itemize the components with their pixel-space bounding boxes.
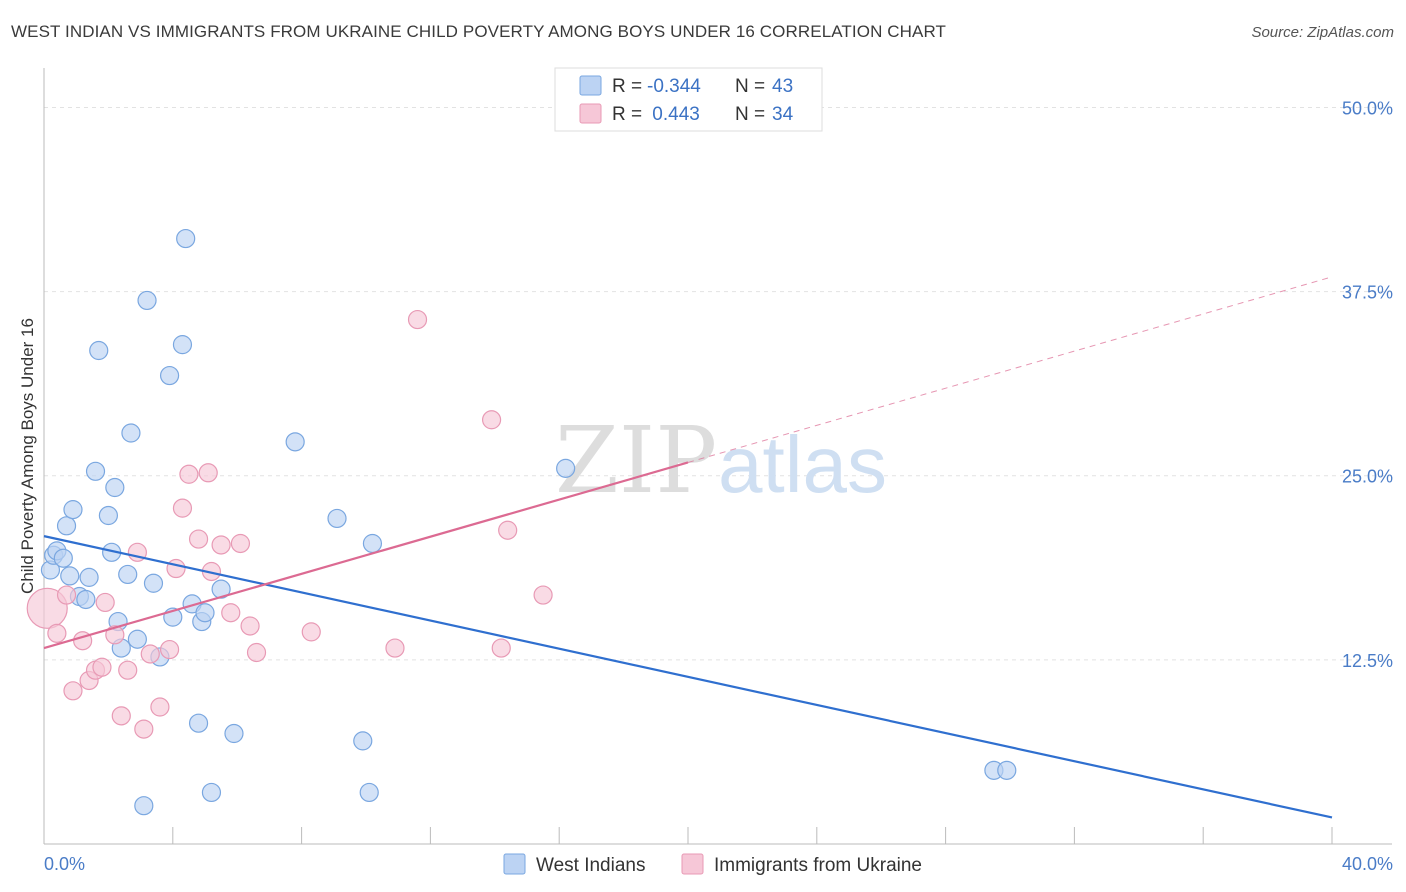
point-west-indians-11 bbox=[89, 340, 109, 361]
point-west-indians-5 bbox=[60, 566, 80, 586]
point-west-indians-21 bbox=[137, 290, 157, 311]
y-tick-label-1: 25.0% bbox=[1342, 467, 1393, 487]
point-west-indians-32 bbox=[201, 782, 222, 803]
gridlines bbox=[44, 106, 1392, 661]
point-ukraine-2 bbox=[56, 585, 77, 605]
watermark: ZIP atlas bbox=[555, 407, 887, 514]
point-ukraine-32 bbox=[491, 638, 511, 658]
point-ukraine-10 bbox=[111, 706, 131, 726]
legend-n-label-1: N = bbox=[735, 76, 765, 97]
point-ukraine-18 bbox=[172, 498, 193, 518]
point-ukraine-16 bbox=[159, 639, 180, 660]
trend-line-west-indians bbox=[43, 535, 1333, 819]
series-legend: West Indians Immigrants from Ukraine bbox=[503, 853, 922, 876]
point-west-indians-8 bbox=[76, 589, 96, 610]
y-tick-label-3: 50.0% bbox=[1342, 98, 1393, 118]
point-ukraine-31 bbox=[481, 410, 502, 430]
watermark-zip: ZIP bbox=[555, 407, 717, 514]
point-west-indians-42 bbox=[997, 760, 1017, 780]
point-west-indians-17 bbox=[118, 564, 138, 585]
point-ukraine-1 bbox=[47, 623, 67, 643]
point-west-indians-18 bbox=[121, 423, 141, 443]
point-west-indians-9 bbox=[79, 567, 99, 587]
trend-line-ukraine bbox=[43, 461, 689, 650]
point-west-indians-26 bbox=[172, 335, 193, 355]
point-west-indians-40 bbox=[556, 458, 576, 478]
point-ukraine-28 bbox=[301, 622, 321, 642]
point-west-indians-27 bbox=[176, 228, 196, 249]
legend-n-value-1: 43 bbox=[772, 76, 793, 97]
bottom-legend-label-ukraine: Immigrants from Ukraine bbox=[714, 855, 922, 876]
y-axis-tick-labels: 12.5% 25.0% 37.5% 50.0% bbox=[1342, 98, 1393, 670]
point-ukraine-21 bbox=[198, 463, 218, 483]
point-west-indians-3 bbox=[53, 548, 73, 568]
legend-r-value-2: 0.443 bbox=[647, 104, 700, 125]
point-west-indians-22 bbox=[143, 573, 164, 593]
point-ukraine-3 bbox=[63, 681, 83, 701]
point-ukraine-24 bbox=[221, 603, 241, 623]
point-west-indians-19 bbox=[127, 629, 147, 649]
point-west-indians-29 bbox=[188, 713, 209, 733]
point-west-indians-20 bbox=[134, 796, 154, 816]
bottom-legend-label-west-indians: West Indians bbox=[536, 855, 645, 876]
point-west-indians-4 bbox=[56, 516, 77, 536]
legend-r-label-1: R = bbox=[612, 76, 642, 97]
point-ukraine-30 bbox=[407, 309, 428, 330]
point-west-indians-34 bbox=[224, 723, 244, 744]
point-ukraine-26 bbox=[240, 616, 260, 636]
point-ukraine-0 bbox=[26, 587, 68, 629]
point-ukraine-23 bbox=[211, 535, 231, 555]
source-credit: Source: ZipAtlas.com bbox=[1251, 24, 1394, 41]
correlation-legend: R = -0.344 N = 43 R = 0.443 N = 34 bbox=[554, 67, 823, 132]
point-ukraine-25 bbox=[230, 533, 251, 554]
point-ukraine-7 bbox=[92, 657, 112, 677]
point-ukraine-14 bbox=[140, 644, 160, 664]
point-west-indians-6 bbox=[63, 500, 83, 520]
point-west-indians-24 bbox=[159, 365, 180, 386]
legend-n-value-2: 34 bbox=[772, 104, 794, 125]
chart-title: WEST INDIAN VS IMMIGRANTS FROM UKRAINE C… bbox=[11, 22, 947, 41]
point-west-indians-14 bbox=[105, 477, 125, 498]
point-ukraine-19 bbox=[179, 464, 199, 484]
point-ukraine-13 bbox=[134, 719, 154, 739]
legend-r-label-2: R = bbox=[612, 104, 642, 125]
trend-line-ukraine-extension bbox=[687, 276, 1333, 463]
data-points bbox=[26, 228, 1017, 816]
point-ukraine-27 bbox=[246, 642, 267, 663]
point-west-indians-38 bbox=[359, 782, 379, 803]
point-ukraine-17 bbox=[166, 558, 186, 579]
point-west-indians-35 bbox=[285, 432, 305, 452]
x-tick-label-min: 0.0% bbox=[44, 854, 85, 874]
watermark-atlas: atlas bbox=[718, 420, 887, 509]
point-west-indians-10 bbox=[85, 461, 106, 481]
y-tick-label-2: 37.5% bbox=[1342, 283, 1393, 303]
point-west-indians-31 bbox=[195, 603, 215, 623]
legend-swatch-ukraine bbox=[579, 103, 602, 124]
bottom-legend-swatch-west-indians bbox=[503, 853, 526, 875]
point-ukraine-8 bbox=[95, 592, 115, 613]
point-ukraine-11 bbox=[118, 660, 138, 680]
point-ukraine-33 bbox=[498, 520, 518, 540]
x-tick-label-max: 40.0% bbox=[1342, 854, 1393, 874]
legend-n-label-2: N = bbox=[735, 104, 765, 125]
legend-r-value-1: -0.344 bbox=[647, 76, 701, 97]
trend-lines bbox=[43, 276, 1333, 819]
point-west-indians-37 bbox=[353, 731, 373, 751]
y-tick-label-0: 12.5% bbox=[1342, 651, 1393, 671]
legend-swatch-west-indians bbox=[579, 75, 602, 96]
point-west-indians-12 bbox=[98, 505, 119, 526]
y-axis-label: Child Poverty Among Boys Under 16 bbox=[18, 318, 37, 594]
bottom-legend-swatch-ukraine bbox=[681, 853, 704, 875]
point-ukraine-34 bbox=[533, 585, 553, 605]
point-west-indians-39 bbox=[362, 533, 383, 554]
point-ukraine-9 bbox=[105, 625, 125, 645]
point-ukraine-20 bbox=[188, 529, 209, 549]
point-west-indians-36 bbox=[327, 508, 347, 529]
x-axis-ticks bbox=[172, 827, 1333, 844]
point-ukraine-29 bbox=[385, 638, 405, 658]
point-ukraine-15 bbox=[150, 697, 170, 717]
